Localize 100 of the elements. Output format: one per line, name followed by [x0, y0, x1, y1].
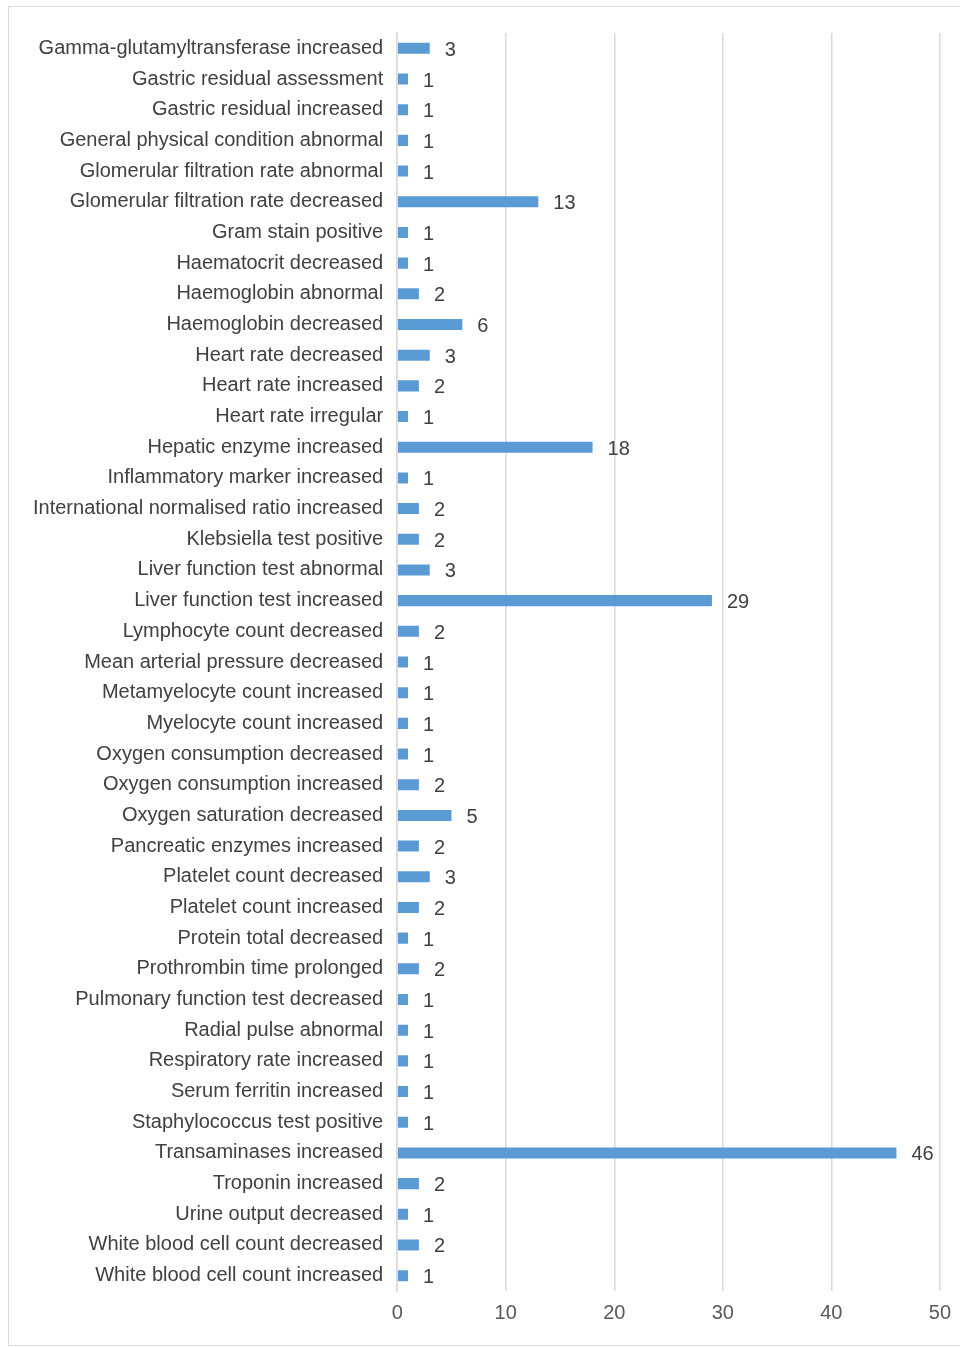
- data-label: 13: [553, 191, 576, 214]
- y-tick-label: Haemoglobin decreased: [166, 312, 384, 334]
- y-tick-label: Myelocyte count increased: [146, 710, 384, 733]
- data-label: 18: [607, 436, 630, 459]
- y-tick-label: Staphylococcus test positive: [131, 1109, 384, 1132]
- bar: [397, 1055, 409, 1067]
- bar: [397, 779, 419, 791]
- y-tick-label: Radial pulse abnormal: [184, 1017, 384, 1040]
- data-label: 1: [423, 160, 435, 183]
- bar: [397, 1086, 409, 1098]
- data-label: 2: [433, 1173, 446, 1196]
- bar: [397, 196, 539, 208]
- y-tick-label: Serum ferritin increased: [170, 1079, 384, 1102]
- y-tick-label: Heart rate decreased: [195, 342, 384, 365]
- y-tick-label: Oxygen consumption increased: [103, 772, 384, 795]
- data-label: 2: [433, 774, 446, 797]
- data-label: 1: [423, 1203, 435, 1226]
- bar: [397, 441, 593, 453]
- bar: [397, 42, 430, 54]
- y-tick-label: Haematocrit decreased: [176, 250, 384, 273]
- bar: [397, 104, 409, 116]
- bar: [397, 73, 409, 85]
- y-tick-label: Oxygen consumption decreased: [96, 741, 384, 764]
- data-label: 2: [433, 835, 446, 858]
- data-label: 2: [433, 620, 446, 643]
- data-label: 2: [433, 498, 446, 521]
- bar: [397, 472, 409, 484]
- bar: [397, 380, 419, 392]
- y-tick-label: Oxygen saturation decreased: [121, 802, 384, 825]
- bar: [397, 932, 409, 944]
- y-tick-label: White blood cell count increased: [95, 1263, 384, 1286]
- y-tick-label: International normalised ratio increased: [32, 496, 384, 519]
- bar: [397, 288, 419, 300]
- y-tick-label: Glomerular filtration rate decreased: [69, 189, 384, 212]
- y-tick-label: Transaminases increased: [154, 1140, 384, 1163]
- y-tick-label: Gastric residual increased: [151, 97, 384, 120]
- data-label: 1: [423, 252, 435, 275]
- bar: [397, 963, 419, 975]
- data-label: 1: [423, 927, 435, 950]
- bar: [397, 809, 452, 821]
- y-tick-label: Haemoglobin abnormal: [176, 281, 384, 304]
- y-tick-label: Hepatic enzyme increased: [147, 434, 384, 457]
- data-label: 29: [726, 590, 750, 613]
- y-tick-label: Respiratory rate increased: [148, 1048, 384, 1071]
- data-label: 2: [433, 375, 446, 398]
- bar: [397, 1178, 419, 1190]
- bar: [397, 1147, 897, 1159]
- bar: [397, 625, 419, 637]
- data-label: 1: [423, 221, 435, 244]
- bar: [397, 1239, 419, 1251]
- y-tick-label: Urine output decreased: [175, 1201, 384, 1224]
- bar: [397, 717, 409, 729]
- data-label: 1: [423, 1019, 435, 1042]
- y-tick-label: Metamyelocyte count increased: [101, 680, 384, 703]
- data-label: 1: [423, 682, 435, 705]
- bar: [397, 226, 409, 238]
- data-label: 3: [444, 344, 456, 367]
- bar: [397, 533, 419, 545]
- data-label: 3: [444, 559, 456, 582]
- bar: [397, 503, 419, 515]
- y-tick-label: Lymphocyte count decreased: [122, 618, 384, 641]
- bar: [397, 349, 430, 361]
- data-label: 3: [444, 37, 456, 60]
- bar: [397, 687, 409, 699]
- x-tick-label: 50: [928, 1300, 951, 1323]
- bar: [397, 1116, 409, 1128]
- data-label: 46: [911, 1142, 934, 1165]
- y-tick-label: Gram stain positive: [212, 219, 384, 242]
- y-tick-label: Liver function test increased: [134, 588, 384, 611]
- y-tick-label: Pulmonary function test decreased: [75, 987, 384, 1010]
- data-label: 5: [466, 804, 478, 827]
- y-tick-label: Heart rate irregular: [215, 404, 384, 427]
- y-tick-label: Glomerular filtration rate abnormal: [79, 158, 384, 181]
- data-label: 1: [423, 989, 435, 1012]
- data-label: 1: [423, 99, 435, 122]
- data-label: 1: [423, 1081, 435, 1104]
- bar: [397, 134, 409, 146]
- bar: [397, 564, 430, 576]
- y-tick-label: Pancreatic enzymes increased: [110, 833, 384, 856]
- data-label: 6: [477, 314, 489, 336]
- bar: [397, 901, 419, 913]
- x-tick-label: 30: [711, 1300, 734, 1323]
- data-label: 1: [423, 129, 435, 152]
- data-label: 2: [433, 283, 446, 306]
- data-label: 1: [423, 467, 435, 490]
- data-label: 1: [423, 712, 435, 735]
- bar: [397, 1270, 409, 1282]
- data-label: 2: [433, 1234, 446, 1257]
- y-tick-label: Platelet count increased: [169, 894, 384, 917]
- data-label: 1: [423, 1050, 435, 1073]
- bar: [397, 165, 409, 177]
- y-tick-label: Gastric residual assessment: [131, 66, 384, 89]
- x-tick-label: 20: [603, 1300, 626, 1323]
- y-tick-label: Gamma-glutamyltransferase increased: [38, 35, 384, 58]
- bar: [397, 411, 409, 423]
- data-label: 2: [433, 958, 446, 981]
- data-label: 1: [423, 1265, 435, 1288]
- data-label: 1: [423, 406, 435, 429]
- y-tick-label: Inflammatory marker increased: [107, 465, 384, 488]
- bar: [397, 1024, 409, 1036]
